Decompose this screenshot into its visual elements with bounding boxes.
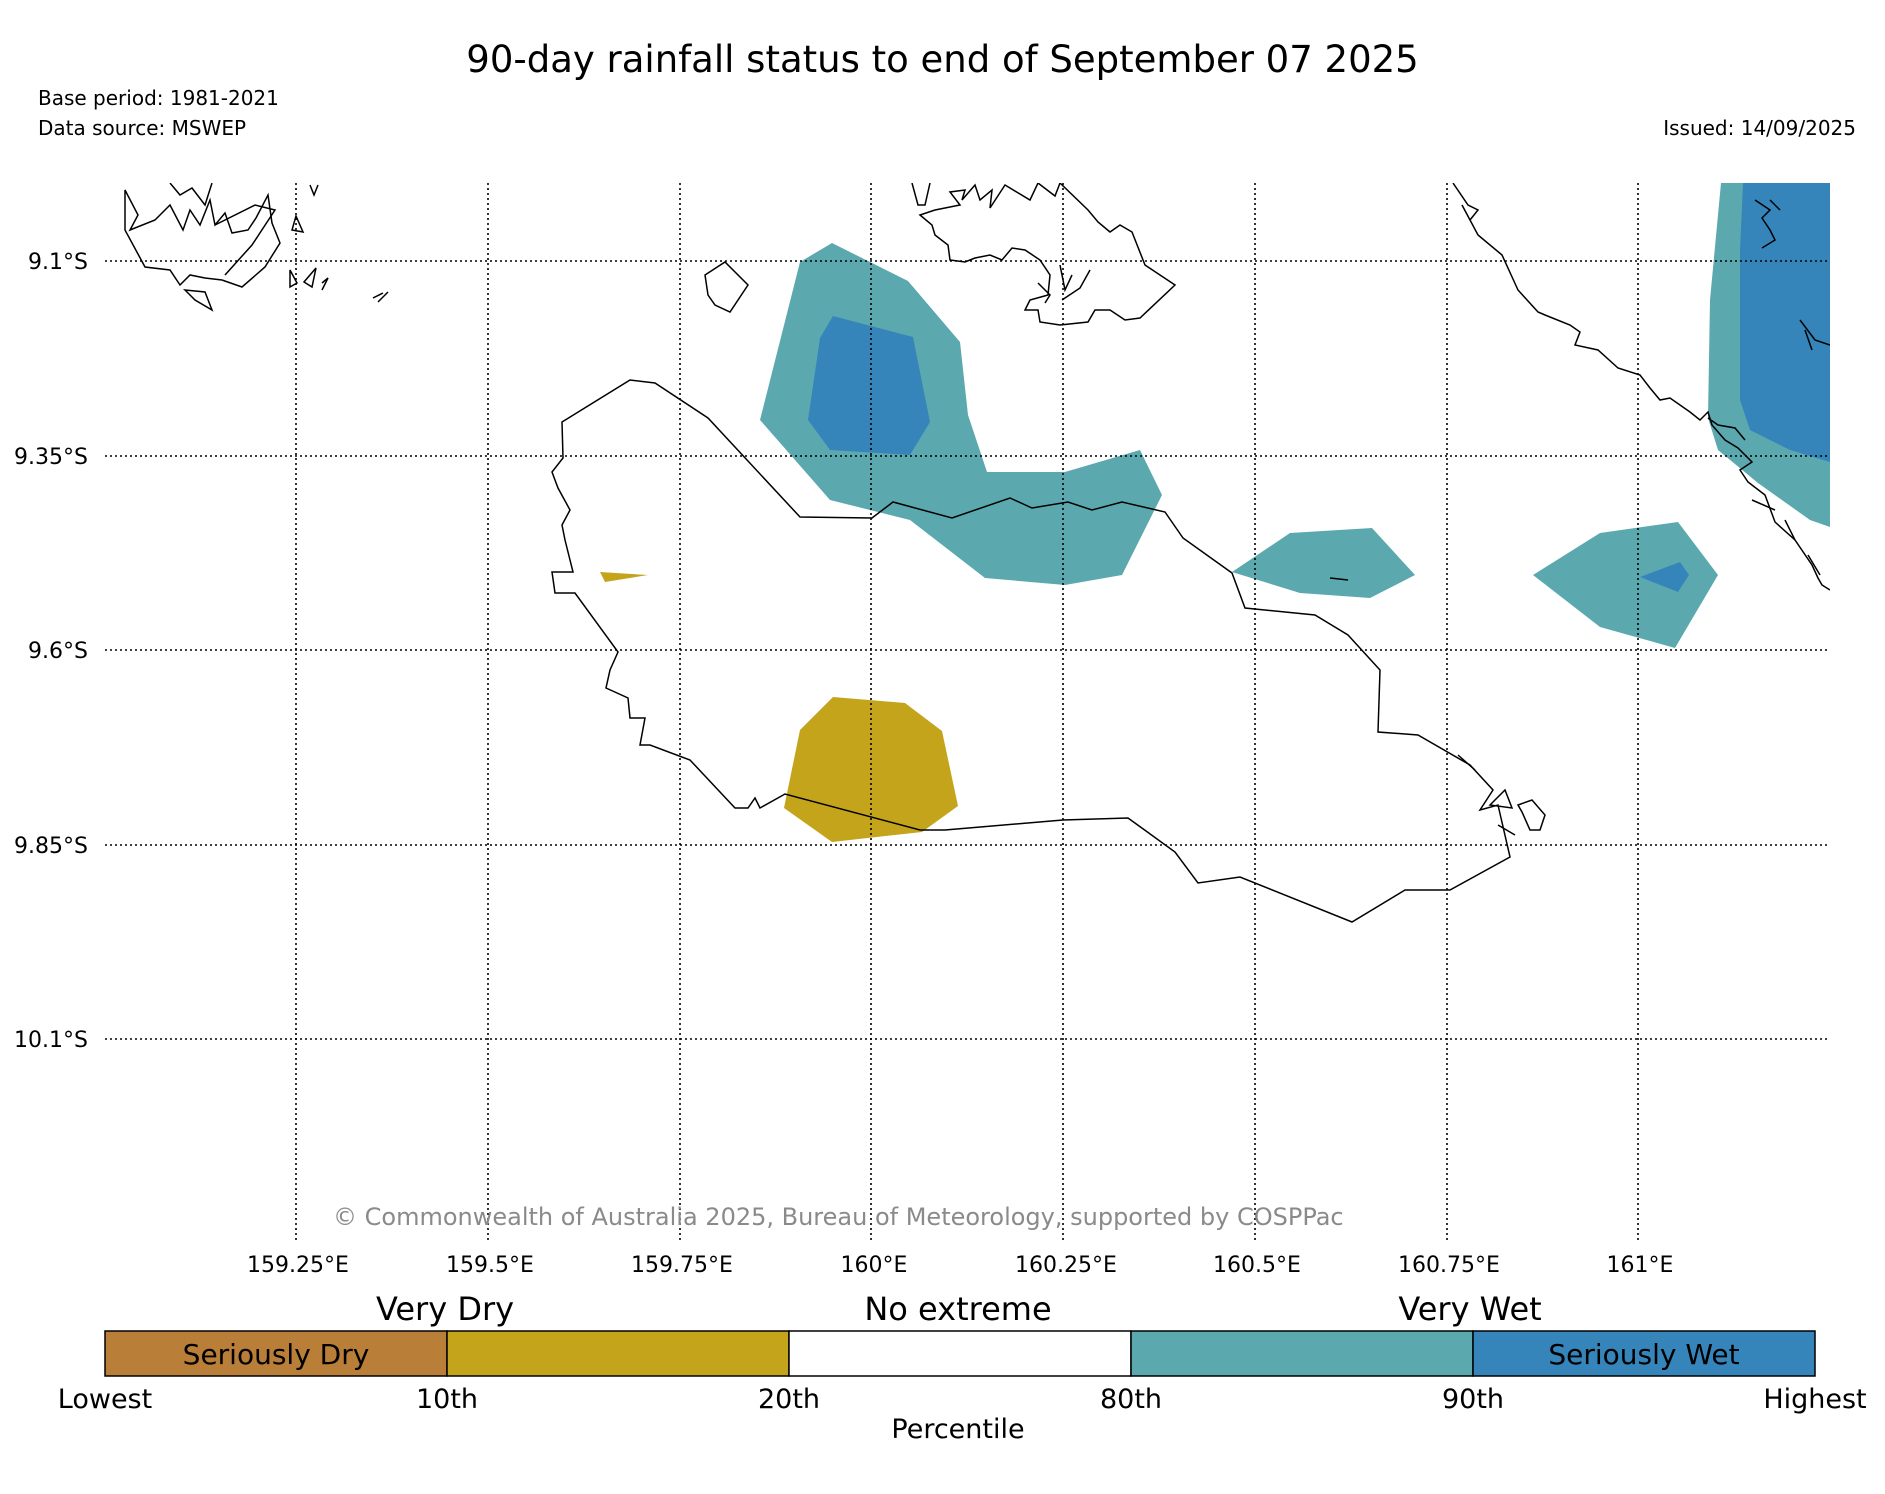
lat-label: 9.35°S: [14, 445, 88, 470]
legend-tick: Highest: [1763, 1384, 1866, 1415]
lat-label: 10.1°S: [14, 1028, 88, 1053]
legend-axis-label: Percentile: [891, 1414, 1024, 1445]
issued-date: Issued: 14/09/2025: [1663, 116, 1856, 140]
legend-swatch-very-dry: [446, 1330, 790, 1377]
lon-label: 160°E: [841, 1253, 908, 1278]
legend-swatch-no-extreme: [788, 1330, 1132, 1377]
copyright-notice: © Commonwealth of Australia 2025, Bureau…: [333, 1203, 1344, 1231]
lon-label: 160.75°E: [1398, 1253, 1500, 1278]
legend-tick: 20th: [758, 1384, 820, 1415]
latitude-labels: 9.1°S 9.35°S 9.6°S 9.85°S 10.1°S: [14, 250, 88, 1053]
lon-label: 161°E: [1607, 1253, 1674, 1278]
lat-label: 9.85°S: [14, 834, 88, 859]
lon-label: 160.25°E: [1015, 1253, 1117, 1278]
lon-label: 160.5°E: [1213, 1253, 1301, 1278]
coastline-russell-islands: [124, 189, 281, 288]
legend-swatch-seriously-dry: [104, 1330, 448, 1377]
legend-label-seriously-dry: Seriously Dry: [183, 1338, 370, 1371]
legend-tick: Lowest: [58, 1384, 152, 1415]
legend-swatch-seriously-wet: [1472, 1330, 1816, 1377]
data-source-note: Data source: MSWEP: [38, 116, 247, 140]
coastline-guadalcanal: [551, 379, 1511, 923]
very-wet-region: [1232, 528, 1415, 598]
very-dry-region: [600, 572, 648, 582]
longitude-labels: 159.25°E 159.5°E 159.75°E 160°E 160.25°E…: [247, 1253, 1673, 1278]
page-title: 90-day rainfall status to end of Septemb…: [466, 38, 1419, 81]
legend-tick: 10th: [416, 1384, 478, 1415]
lat-label: 9.1°S: [28, 250, 88, 275]
coastline-savo: [704, 261, 749, 313]
coastline-florida-islands: [911, 183, 1177, 326]
shading-layer: [600, 183, 1830, 842]
very-wet-region: [1533, 522, 1718, 648]
legend-swatch-very-wet: [1130, 1330, 1474, 1377]
lon-label: 159.5°E: [446, 1253, 534, 1278]
coastlines: [124, 183, 1830, 923]
seriously-wet-region: [1740, 183, 1830, 462]
legend-heading-very-wet: Very Wet: [1398, 1290, 1541, 1328]
base-period-note: Base period: 1981-2021: [38, 86, 279, 110]
legend-label-seriously-wet: Seriously Wet: [1548, 1338, 1739, 1371]
graticule: [105, 183, 1830, 1243]
seriously-wet-region: [808, 316, 930, 455]
seriously-wet-region: [1640, 562, 1689, 592]
legend-tick: 90th: [1442, 1384, 1504, 1415]
lon-label: 159.25°E: [247, 1253, 349, 1278]
legend-heading-very-dry: Very Dry: [376, 1290, 514, 1328]
lon-label: 159.75°E: [631, 1253, 733, 1278]
legend: Very Dry No extreme Very Wet Seriously D…: [58, 1290, 1867, 1445]
lat-label: 9.6°S: [28, 639, 88, 664]
legend-heading-no-extreme: No extreme: [864, 1290, 1051, 1328]
legend-tick: 80th: [1100, 1384, 1162, 1415]
